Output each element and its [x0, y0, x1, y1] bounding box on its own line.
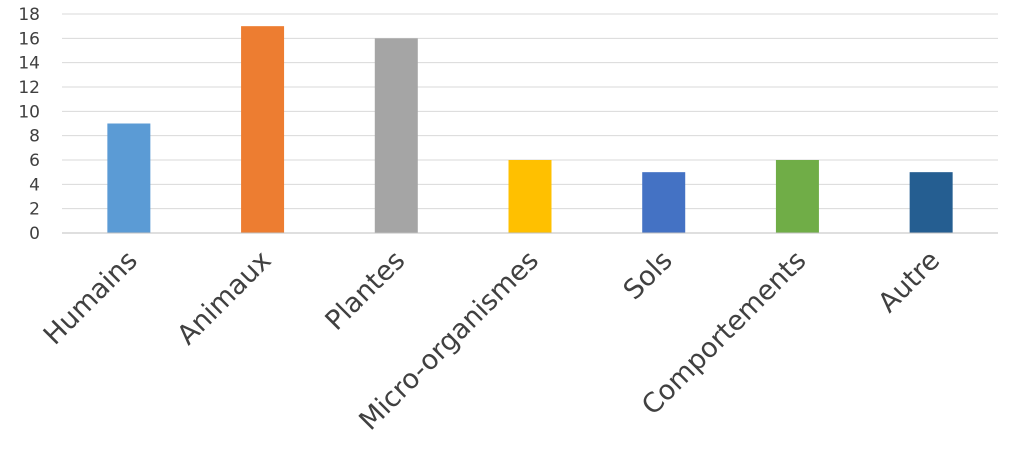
y-tick-label: 4 [29, 175, 40, 195]
y-tick-label: 2 [29, 200, 40, 220]
bar-plantes [374, 38, 418, 234]
bar-autre [909, 172, 953, 233]
y-axis-tick-labels: 0 2 4 6 8 10 12 14 16 18 [18, 5, 40, 244]
bar-sols [642, 172, 686, 233]
bar-humains [107, 123, 151, 233]
x-tick-label: Sols [618, 245, 679, 306]
y-tick-label: 6 [29, 151, 40, 171]
y-tick-label: 16 [18, 29, 40, 49]
bar-animaux [241, 26, 285, 233]
bars [107, 26, 953, 234]
y-tick-label: 10 [18, 102, 40, 122]
y-tick-label: 0 [29, 224, 40, 244]
gridlines [62, 13, 998, 210]
x-tick-label: Autre [872, 245, 946, 319]
y-tick-label: 12 [18, 78, 40, 98]
y-tick-label: 14 [18, 54, 40, 74]
x-tick-label: Plantes [320, 245, 412, 337]
x-tick-label: Animaux [171, 245, 277, 351]
bar-comportements [775, 160, 819, 233]
x-tick-label: Humains [38, 245, 144, 351]
y-tick-label: 8 [29, 127, 40, 147]
bar-micro-organismes [508, 160, 552, 233]
y-tick-label: 18 [18, 5, 40, 25]
